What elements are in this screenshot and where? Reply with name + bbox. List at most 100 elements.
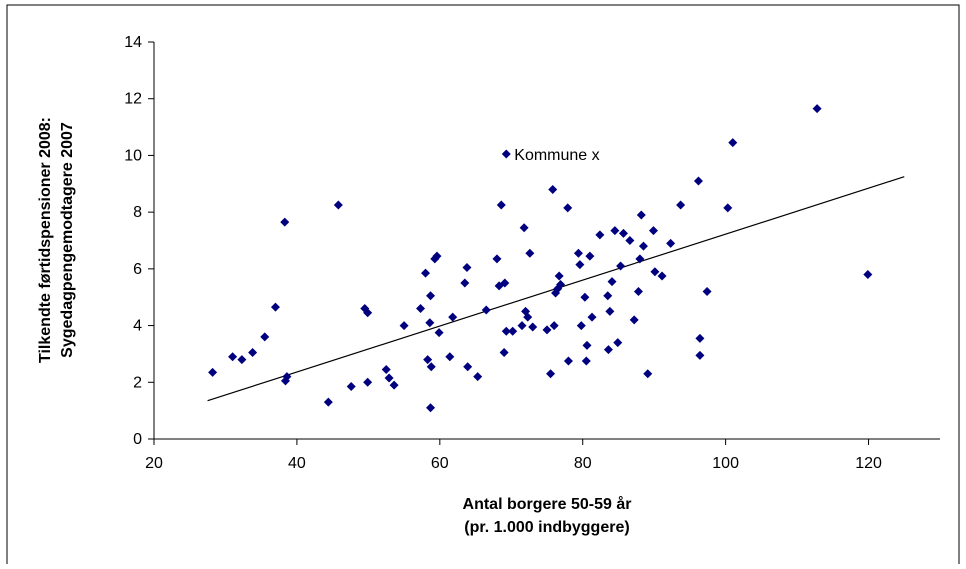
data-point: [563, 203, 573, 213]
data-point: [430, 254, 440, 264]
data-point: [542, 325, 552, 335]
data-point: [499, 348, 509, 358]
y-tick-label: 6: [133, 261, 142, 278]
data-point: [473, 372, 483, 382]
data-point: [548, 184, 558, 194]
data-point: [481, 305, 491, 315]
data-point: [702, 287, 712, 297]
data-point: [546, 369, 556, 379]
data-point: [448, 312, 458, 322]
data-point: [554, 271, 564, 281]
data-point: [581, 356, 591, 366]
data-point: [237, 355, 247, 365]
data-point: [549, 321, 559, 331]
data-point: [636, 210, 646, 220]
data-point: [492, 254, 502, 264]
data-point: [462, 262, 472, 272]
data-point: [434, 328, 444, 338]
data-point: [248, 348, 258, 358]
data-point: [519, 223, 529, 233]
data-point: [580, 292, 590, 302]
data-point: [625, 236, 635, 245]
data-point: [496, 200, 506, 210]
annotation-label: Kommune x: [514, 147, 599, 164]
data-point: [610, 226, 620, 236]
data-point: [666, 238, 676, 248]
data-point: [363, 377, 373, 387]
y-tick-label: 10: [124, 147, 142, 164]
data-point: [426, 291, 436, 301]
chart-frame: [6, 4, 960, 568]
data-point: [563, 356, 573, 366]
data-point: [576, 321, 586, 331]
data-point: [603, 291, 613, 301]
data-point: [501, 326, 511, 336]
data-point: [517, 321, 527, 331]
data-point: [618, 228, 628, 238]
x-axis-title-line-2: (pr. 1.000 indbyggere): [464, 519, 629, 536]
y-axis-title-line-1: Tilkendte førtidspensioner 2008:: [37, 117, 54, 363]
data-point: [525, 248, 535, 258]
x-tick-label: 20: [145, 455, 163, 472]
data-point: [421, 268, 431, 278]
data-point: [582, 340, 592, 350]
data-point: [323, 397, 333, 407]
data-point: [556, 279, 566, 289]
data-point: [333, 200, 343, 210]
data-point: [381, 365, 391, 375]
data-point: [399, 321, 409, 331]
data-point: [384, 373, 394, 383]
data-point: [208, 367, 218, 377]
data-point: [416, 304, 426, 314]
data-point: [605, 306, 615, 316]
data-point: [500, 278, 510, 288]
data-point: [463, 362, 473, 372]
x-axis-title-line-1: Antal borgere 50-59 år: [463, 495, 632, 513]
data-point: [280, 217, 290, 227]
data-point: [676, 200, 686, 210]
x-tick-label: 120: [855, 455, 882, 472]
data-point: [426, 403, 436, 413]
x-tick-label: 40: [288, 455, 306, 472]
data-point: [426, 362, 436, 372]
data-point: [501, 149, 511, 159]
data-point: [573, 248, 583, 258]
y-tick-label: 0: [133, 431, 142, 448]
data-point: [425, 318, 435, 328]
data-point: [508, 326, 518, 336]
data-point: [863, 270, 873, 280]
data-point: [812, 104, 822, 114]
data-point: [346, 382, 356, 392]
data-point: [587, 312, 597, 322]
x-tick-label: 100: [712, 455, 739, 472]
data-point: [270, 302, 280, 312]
data-point: [445, 352, 455, 362]
data-point: [657, 271, 667, 281]
data-point: [432, 251, 442, 261]
data-point: [528, 322, 538, 332]
data-point: [695, 350, 705, 360]
data-point: [643, 369, 653, 379]
data-point: [616, 261, 626, 271]
y-tick-label: 4: [133, 318, 142, 335]
data-point: [460, 278, 470, 288]
data-point: [363, 308, 373, 318]
data-point: [633, 287, 643, 297]
y-axis-title-line-2: Sygedagpengemodtagere 2007: [59, 122, 76, 358]
data-point: [607, 277, 617, 287]
data-point: [282, 372, 292, 382]
data-point: [613, 338, 623, 348]
x-tick-label: 80: [574, 455, 592, 472]
y-tick-label: 2: [133, 374, 142, 391]
data-point: [260, 332, 270, 342]
data-point: [603, 345, 613, 355]
y-tick-label: 14: [124, 34, 142, 51]
data-point: [389, 380, 399, 390]
data-point: [695, 333, 705, 343]
data-point: [650, 267, 660, 277]
data-point: [648, 226, 658, 236]
data-point: [629, 315, 639, 325]
data-point: [595, 230, 605, 240]
data-point: [228, 352, 238, 362]
